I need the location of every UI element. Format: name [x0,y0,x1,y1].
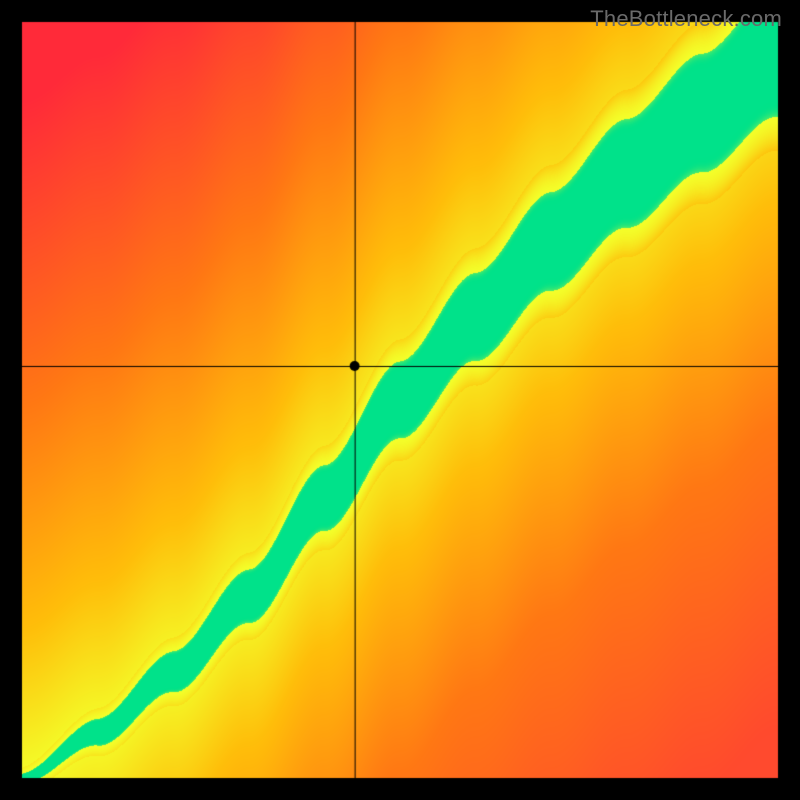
bottleneck-heatmap: TheBottleneck.com [0,0,800,800]
heatmap-canvas [0,0,800,800]
watermark-text: TheBottleneck.com [590,6,782,32]
